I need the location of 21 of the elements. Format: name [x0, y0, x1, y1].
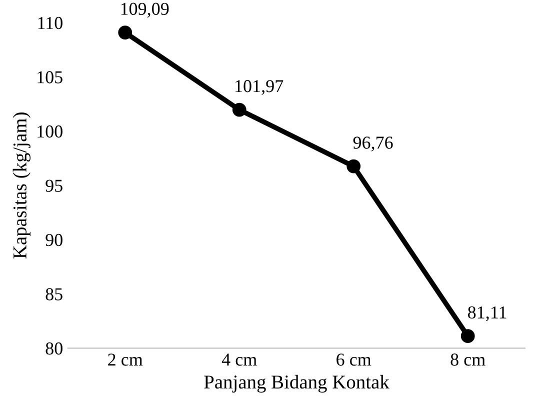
y-tick-label: 100 — [38, 125, 62, 138]
x-tick-label: 8 cm — [450, 354, 486, 366]
y-tick-label: 110 — [38, 16, 62, 30]
y-tick-label: 105 — [38, 71, 62, 84]
point — [346, 159, 361, 174]
x-axis-title: Panjang Bidang Kontak — [204, 374, 390, 393]
y-tick-label: 95 — [46, 180, 62, 192]
y-tick-label: 85 — [46, 288, 62, 300]
data-label: 101,97 — [236, 80, 284, 95]
y-axis-title: Kapasitas (kg/jam) — [12, 112, 30, 259]
y-tick-label: 90 — [46, 234, 62, 246]
point — [232, 102, 246, 117]
data-label: 109,09 — [121, 2, 169, 18]
point — [460, 329, 475, 344]
point — [118, 26, 132, 40]
x-tick-label: 2 cm — [108, 354, 143, 366]
x-tick-label: 6 cm — [336, 354, 372, 366]
x-tick-label: 4 cm — [222, 354, 257, 366]
data-label: 81,11 — [468, 306, 506, 322]
data-label: 96,76 — [353, 136, 393, 152]
y-tick-label: 80 — [46, 342, 62, 355]
